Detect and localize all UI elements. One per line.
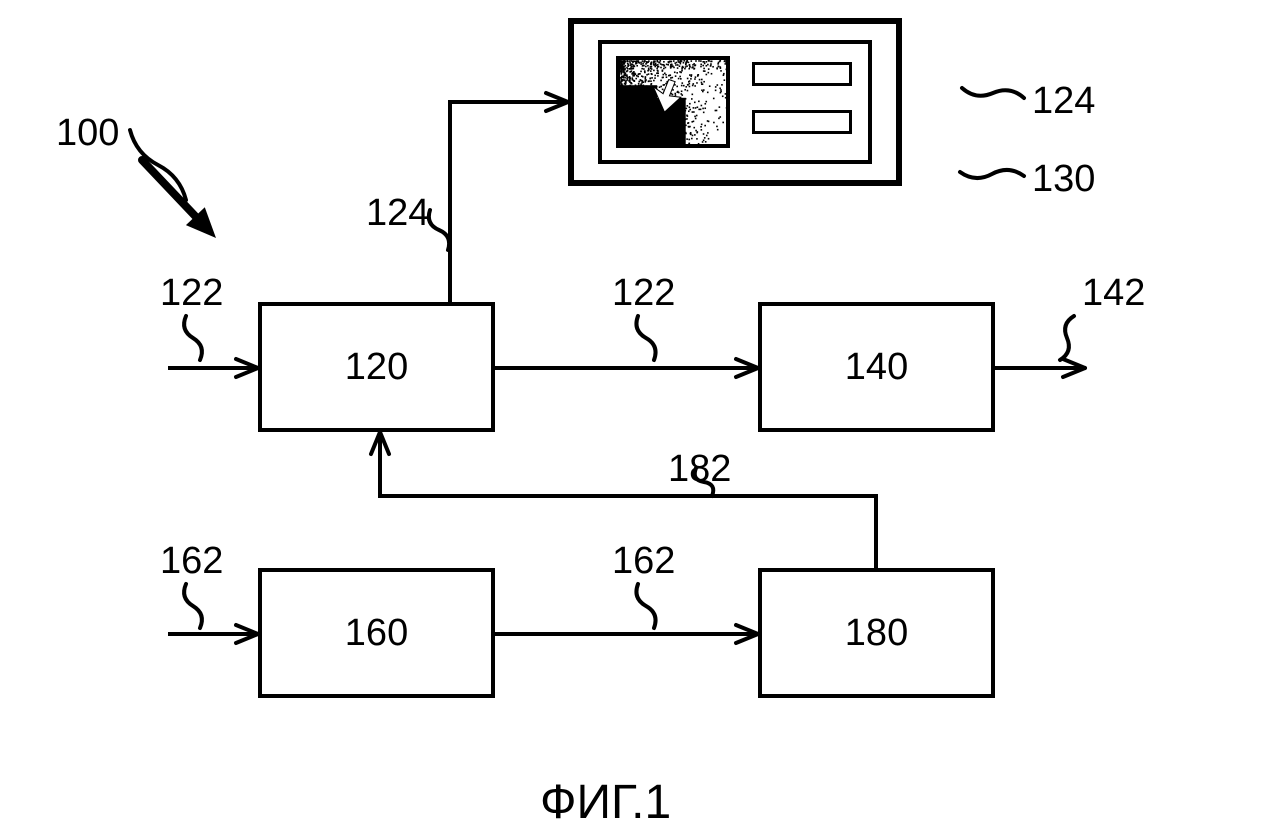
- block-160-label: 160: [345, 612, 408, 655]
- diagram-canvas: 120 140 160 180 100 122 124 122 182 142 …: [0, 0, 1275, 829]
- block-120: 120: [258, 302, 495, 432]
- ref-122-left: 122: [160, 272, 223, 315]
- ref-122-mid: 122: [612, 272, 675, 315]
- block-180: 180: [758, 568, 995, 698]
- ref-162-left: 162: [160, 540, 223, 583]
- block-140-label: 140: [845, 346, 908, 389]
- ref-124-right: 124: [1032, 80, 1095, 123]
- ref-182: 182: [668, 448, 731, 491]
- monitor-image: [616, 56, 730, 148]
- block-120-label: 120: [345, 346, 408, 389]
- block-140: 140: [758, 302, 995, 432]
- ref-124-left: 124: [366, 192, 429, 235]
- block-160: 160: [258, 568, 495, 698]
- ref-130: 130: [1032, 158, 1095, 201]
- ref-142: 142: [1082, 272, 1145, 315]
- figure-caption: ФИГ.1: [540, 775, 671, 830]
- ref-100: 100: [56, 112, 119, 155]
- monitor-slot-1: [752, 62, 852, 86]
- monitor-slot-2: [752, 110, 852, 134]
- ref-162-mid: 162: [612, 540, 675, 583]
- block-180-label: 180: [845, 612, 908, 655]
